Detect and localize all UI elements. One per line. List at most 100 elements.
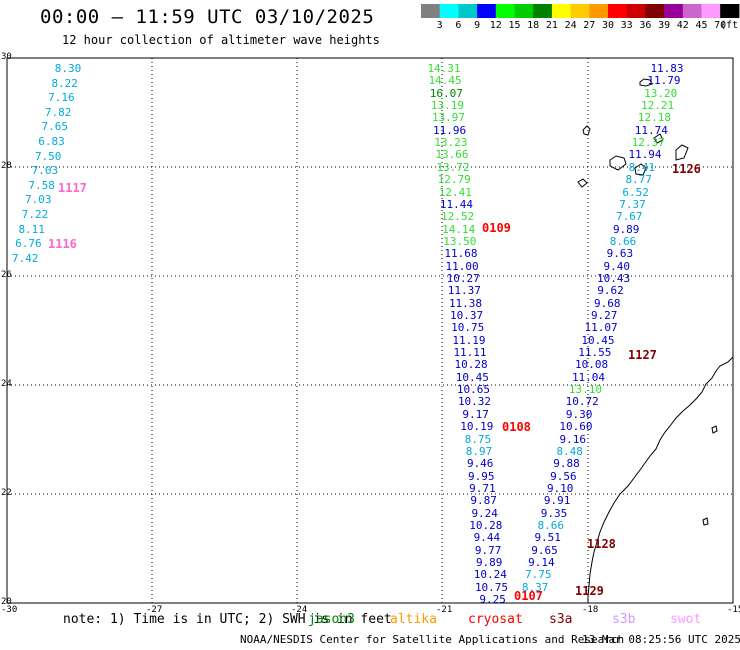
y-tick-label: 30 <box>1 52 12 62</box>
wave-height-value: 10.45 <box>455 370 489 384</box>
wave-height-value: 12.21 <box>641 99 675 112</box>
colorbar-swatch <box>720 4 740 18</box>
track-label: 0109 <box>482 221 511 235</box>
colorbar-label: (ft) <box>720 20 740 31</box>
track-label: 1128 <box>587 537 616 551</box>
wave-height-value: 12.41 <box>438 185 472 199</box>
wave-height-value: 9.63 <box>606 247 634 261</box>
wave-height-value: 9.68 <box>594 296 621 310</box>
x-tick-label: -18 <box>582 605 599 615</box>
wave-height-value: 11.68 <box>444 247 478 261</box>
colorbar-label: 9 <box>474 20 481 31</box>
y-tick-label: 22 <box>1 488 12 498</box>
wave-height-value: 8.66 <box>609 234 637 248</box>
colorbar-swatch <box>458 4 478 18</box>
x-tick-label: -15 <box>727 605 740 615</box>
wave-height-value: 9.62 <box>597 284 624 298</box>
wave-height-value: 12.79 <box>437 173 471 187</box>
wave-height-value: 9.95 <box>468 469 495 483</box>
colorbar-swatch <box>608 4 628 18</box>
wave-height-value: 11.44 <box>439 197 473 211</box>
satellite-legend-item: jason3 <box>308 612 355 627</box>
track-label: 1129 <box>575 584 604 598</box>
colorbar-swatch <box>533 4 553 18</box>
wave-height-value: 8.66 <box>537 519 565 532</box>
colorbar-swatch <box>589 4 609 18</box>
wave-height-value: 9.44 <box>473 531 501 545</box>
wave-height-value: 11.37 <box>447 284 481 298</box>
wave-height-value: 9.56 <box>550 469 577 483</box>
colorbar-label: 6 <box>455 20 462 31</box>
colorbar-swatch <box>439 4 459 18</box>
wave-height-value: 10.75 <box>474 580 509 594</box>
wave-height-value: 10.45 <box>581 333 615 347</box>
colorbar-label: 70 <box>714 20 727 31</box>
wave-height-value: 11.19 <box>452 333 486 347</box>
y-tick-label: 20 <box>1 597 12 607</box>
wave-height-value: 14.31 <box>427 62 461 75</box>
coastlines <box>577 78 734 603</box>
x-tick-label: -30 <box>1 605 18 615</box>
colorbar-swatch <box>421 4 441 18</box>
small-island-b <box>702 517 709 526</box>
wave-height-value: 9.30 <box>565 407 593 421</box>
track-label: 1117 <box>58 181 87 195</box>
satellite-legend-item: swot <box>670 612 702 627</box>
africa-coastline <box>587 356 734 603</box>
wave-height-value: 7.67 <box>616 210 643 224</box>
generation-timestamp: 13 Mar 08:25:56 UTC 2025 <box>582 633 740 646</box>
wave-height-value: 11.94 <box>628 148 662 162</box>
wave-height-value: 12.37 <box>631 136 665 150</box>
colorbar-swatch <box>551 4 572 18</box>
el-hierro-island <box>577 178 588 188</box>
colorbar-label: 12 <box>489 20 502 31</box>
wave-height-value: 13.72 <box>436 160 470 174</box>
colorbar-swatch <box>682 4 702 18</box>
wave-height-value: 8.22 <box>51 76 78 90</box>
wave-height-value: 8.41 <box>628 160 656 174</box>
wave-height-value: 8.75 <box>464 432 492 446</box>
wave-height-value: 9.14 <box>528 556 555 569</box>
wave-height-value: 9.24 <box>471 506 498 520</box>
wave-height-value: 7.82 <box>44 105 72 119</box>
colorbar-swatch <box>664 4 684 18</box>
wave-height-value: 9.77 <box>474 543 502 557</box>
wave-height-value: 6.52 <box>622 185 649 199</box>
chart-subtitle: 12 hour collection of altimeter wave hei… <box>62 33 380 47</box>
madeira-island <box>639 78 653 87</box>
wave-height-value: 13.97 <box>431 111 466 125</box>
wave-height-value: 12.52 <box>441 210 475 224</box>
small-island-a <box>711 425 718 434</box>
wave-height-value: 10.65 <box>456 383 490 397</box>
colorbar-swatch <box>495 4 515 18</box>
track-label: 1116 <box>48 237 77 251</box>
satellite-legend-item: altika <box>390 612 437 627</box>
wave-height-value: 9.65 <box>531 543 558 557</box>
wave-height-value: 10.75 <box>451 321 485 335</box>
map-frame <box>6 57 734 604</box>
track-label: 1126 <box>672 162 701 176</box>
colorbar-swatch <box>570 4 590 18</box>
wave-height-value: 14.14 <box>442 222 476 236</box>
colorbar-label: 42 <box>676 20 689 31</box>
y-tick-label: 28 <box>1 161 12 171</box>
colorbar-swatch <box>477 4 497 18</box>
wave-height-value: 8.30 <box>54 62 82 75</box>
wave-height-value: 9.71 <box>469 481 496 495</box>
wave-height-value: 10.19 <box>460 420 494 434</box>
la-palma-island <box>582 125 591 136</box>
footer-note: note: 1) Time is in UTC; 2) SWH is in fe… <box>63 612 392 627</box>
y-tick-label: 26 <box>1 270 12 280</box>
satellite-legend-item: s3b <box>612 612 636 627</box>
wave-height-value: 9.16 <box>559 432 587 446</box>
wave-height-value: 10.24 <box>473 568 507 582</box>
wave-height-value: 10.08 <box>575 358 609 372</box>
wave-height-value: 9.10 <box>546 481 574 495</box>
x-tick-label: -24 <box>291 605 308 615</box>
wave-height-value: 11.11 <box>453 346 487 360</box>
wave-height-value: 10.72 <box>565 395 599 409</box>
wave-height-value: 8.77 <box>625 173 652 187</box>
wave-height-value: 12.18 <box>637 111 671 125</box>
wave-height-value: 8.97 <box>465 444 493 458</box>
grid-lines <box>7 58 733 603</box>
